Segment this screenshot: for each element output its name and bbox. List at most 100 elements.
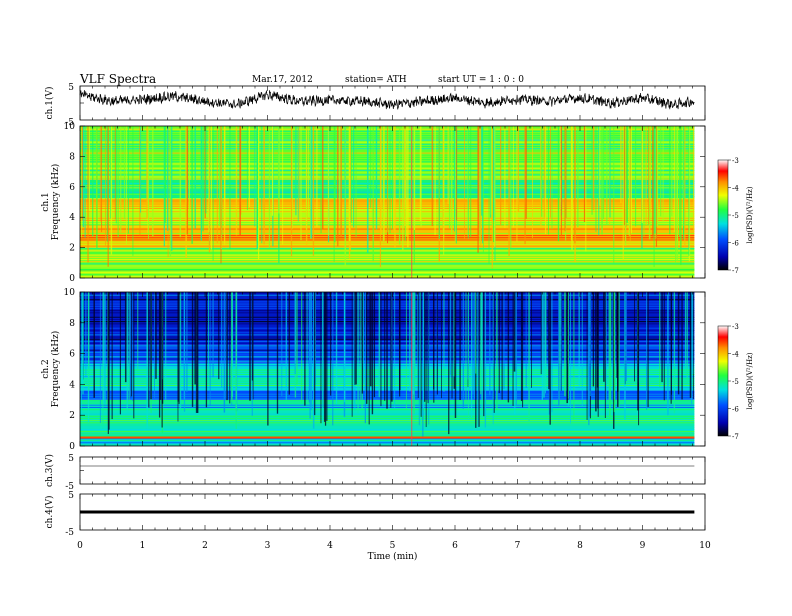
ch2-spectrogram-vstreak	[414, 292, 416, 377]
ch1-spectrogram-ytick-label: 6	[69, 183, 75, 193]
ch1-spectrogram-vstreak	[454, 126, 456, 241]
ch2-spectrogram-vstreak	[422, 292, 424, 437]
ch2-spectrogram-vstreak	[82, 292, 84, 386]
ch1-spectrogram-vstreak	[380, 126, 382, 235]
ch2-spectrogram-vstreak	[380, 292, 382, 407]
ch2-spectrogram-vstreak	[625, 292, 627, 382]
ch1-spectrogram-vstreak	[344, 126, 346, 239]
ch1-spectrogram-vstreak	[375, 126, 378, 230]
ch2-spectrogram-vstreak	[186, 292, 188, 393]
xaxis-tick-label: 3	[265, 541, 271, 551]
ch1-spectrogram-vstreak	[220, 126, 222, 264]
ch1-spectrogram-vstreak	[152, 126, 154, 237]
ch1-spectrogram-vstreak	[641, 126, 643, 223]
ch1-spectrogram-vstreak	[438, 126, 440, 239]
ch1-spectrogram-vstreak	[271, 126, 274, 216]
ch1-spectrogram-vstreak	[504, 126, 506, 229]
ch1-spectrogram-vstreak	[493, 126, 495, 221]
ch2-spectrogram-vstreak	[597, 292, 599, 417]
ch2-spectrogram-vstreak	[405, 292, 407, 409]
ch2-spectrogram-vstreak	[470, 292, 473, 418]
ch1-spectrogram-ytick-label: 4	[69, 213, 75, 223]
ch1-spectrogram-vstreak	[140, 126, 142, 213]
ch2-spectrogram-vstreak	[543, 292, 545, 398]
ch2-spectrogram-vstreak	[119, 292, 121, 415]
ch1-spectrogram-hline	[80, 256, 695, 258]
ch2-spectrogram-vstreak	[610, 292, 612, 405]
ch2-spectrogram-vstreak	[146, 292, 149, 429]
ch1-spectrogram-vstreak	[402, 126, 404, 252]
ch1-spectrogram-vstreak	[208, 126, 211, 253]
ch2-spectrogram-vstreak	[468, 292, 469, 420]
ch1-spectrogram-vstreak	[254, 126, 256, 227]
ch1-spectrogram-vstreak	[669, 126, 671, 235]
ch2-spectrogram-vstreak	[314, 292, 316, 385]
ch1-spectrogram-vstreak	[481, 126, 483, 216]
ch2-spectrogram-ytick-label: 0	[69, 442, 75, 452]
ch2-spectrogram-vstreak	[581, 292, 583, 407]
xaxis-tick-label: 2	[202, 541, 208, 551]
ch2-spectrogram-vstreak	[433, 292, 435, 403]
ch1-spectrogram-vstreak	[297, 126, 299, 222]
ch2-spectrogram-hline	[80, 442, 695, 444]
ch2-spectrogram-vstreak	[104, 292, 106, 404]
ch4-waveform-ytick-label: 5	[68, 491, 74, 501]
ch1-spectrogram-vstreak	[688, 126, 690, 256]
ch2-spectrogram-vstreak	[472, 292, 474, 395]
ch1-spectrogram-vstreak	[598, 126, 601, 206]
ch2-spectrogram-vstreak	[251, 292, 253, 381]
ch2-spectrogram-vstreak	[522, 292, 524, 408]
ch2-spectrogram-lowband	[80, 436, 695, 439]
ch2-spectrogram-vstreak	[137, 292, 139, 372]
ch2-spectrogram-ytick-label: 6	[69, 350, 75, 360]
ch1-spectrogram-channel-label: ch.1	[41, 192, 51, 211]
ch2-spectrogram-hline	[80, 409, 695, 411]
ch1-spectrogram-vstreak	[478, 126, 480, 237]
ch1-spectrogram-vstreak	[532, 126, 533, 238]
ch2-spectrogram-vstreak	[310, 292, 312, 411]
ch1-spectrogram-vstreak	[450, 126, 453, 235]
ch1-spectrogram-vstreak	[620, 126, 622, 204]
ch1-spectrogram-lowband	[80, 268, 695, 271]
ch1-spectrogram-vstreak	[81, 126, 83, 220]
ch2-spectrogram-hline	[80, 439, 695, 441]
colorbar-label: log(PSD)(V²/Hz)	[746, 352, 754, 409]
ch1-spectrogram-hline	[80, 261, 695, 263]
ch1-spectrogram-vstreak	[88, 126, 90, 211]
ch1-spectrogram-vstreak	[634, 126, 637, 227]
ch1-spectrogram-vstreak	[216, 126, 218, 243]
ch2-spectrogram-vstreak	[155, 292, 157, 379]
ch1-spectrogram-vstreak	[603, 126, 605, 220]
ch1-spectrogram-vstreak	[650, 126, 652, 212]
ch2-spectrogram-vstreak	[312, 292, 315, 429]
ch2-spectrogram-vstreak	[467, 292, 469, 380]
ch1-spectrogram-vstreak	[185, 126, 187, 258]
ch1-spectrogram-vstreak	[223, 126, 226, 246]
ch2-spectrogram-vstreak	[418, 292, 420, 426]
ch1-spectrogram-vstreak	[139, 126, 141, 236]
ch2-spectrogram-vstreak	[496, 292, 498, 411]
colorbar-tick-label: -7	[732, 267, 739, 275]
ch2-spectrogram-vstreak	[267, 292, 269, 426]
ch1-spectrogram-vstreak	[99, 126, 101, 222]
ch2-spectrogram-vstreak	[501, 292, 503, 400]
ch1-spectrogram-vstreak	[624, 126, 627, 246]
ch2-spectrogram-vstreak	[314, 292, 316, 416]
ch2-spectrogram-vstreak	[177, 292, 179, 402]
date-label: Mar.17, 2012	[252, 75, 313, 85]
ch1-waveform-ytick-label: -5	[65, 118, 74, 128]
ch2-spectrogram-vstreak	[150, 292, 152, 400]
ch1-spectrogram-vstreak	[205, 126, 207, 214]
ch2-spectrogram-vstreak	[398, 292, 401, 391]
colorbar-tick-label: -3	[732, 157, 739, 165]
ch1-spectrogram-vstreak	[333, 126, 335, 262]
ch2-spectrogram-vstreak	[686, 292, 688, 384]
ch2-spectrogram-vstreak	[413, 292, 415, 395]
ch1-spectrogram-ytick-label: 10	[64, 122, 76, 132]
ch1-spectrogram-vstreak	[204, 126, 206, 219]
ch2-spectrogram-vstreak	[252, 292, 254, 400]
ch1-spectrogram-vstreak	[442, 126, 444, 230]
ch1-spectrogram-vstreak	[622, 126, 624, 260]
ch2-spectrogram-vstreak	[88, 292, 90, 391]
